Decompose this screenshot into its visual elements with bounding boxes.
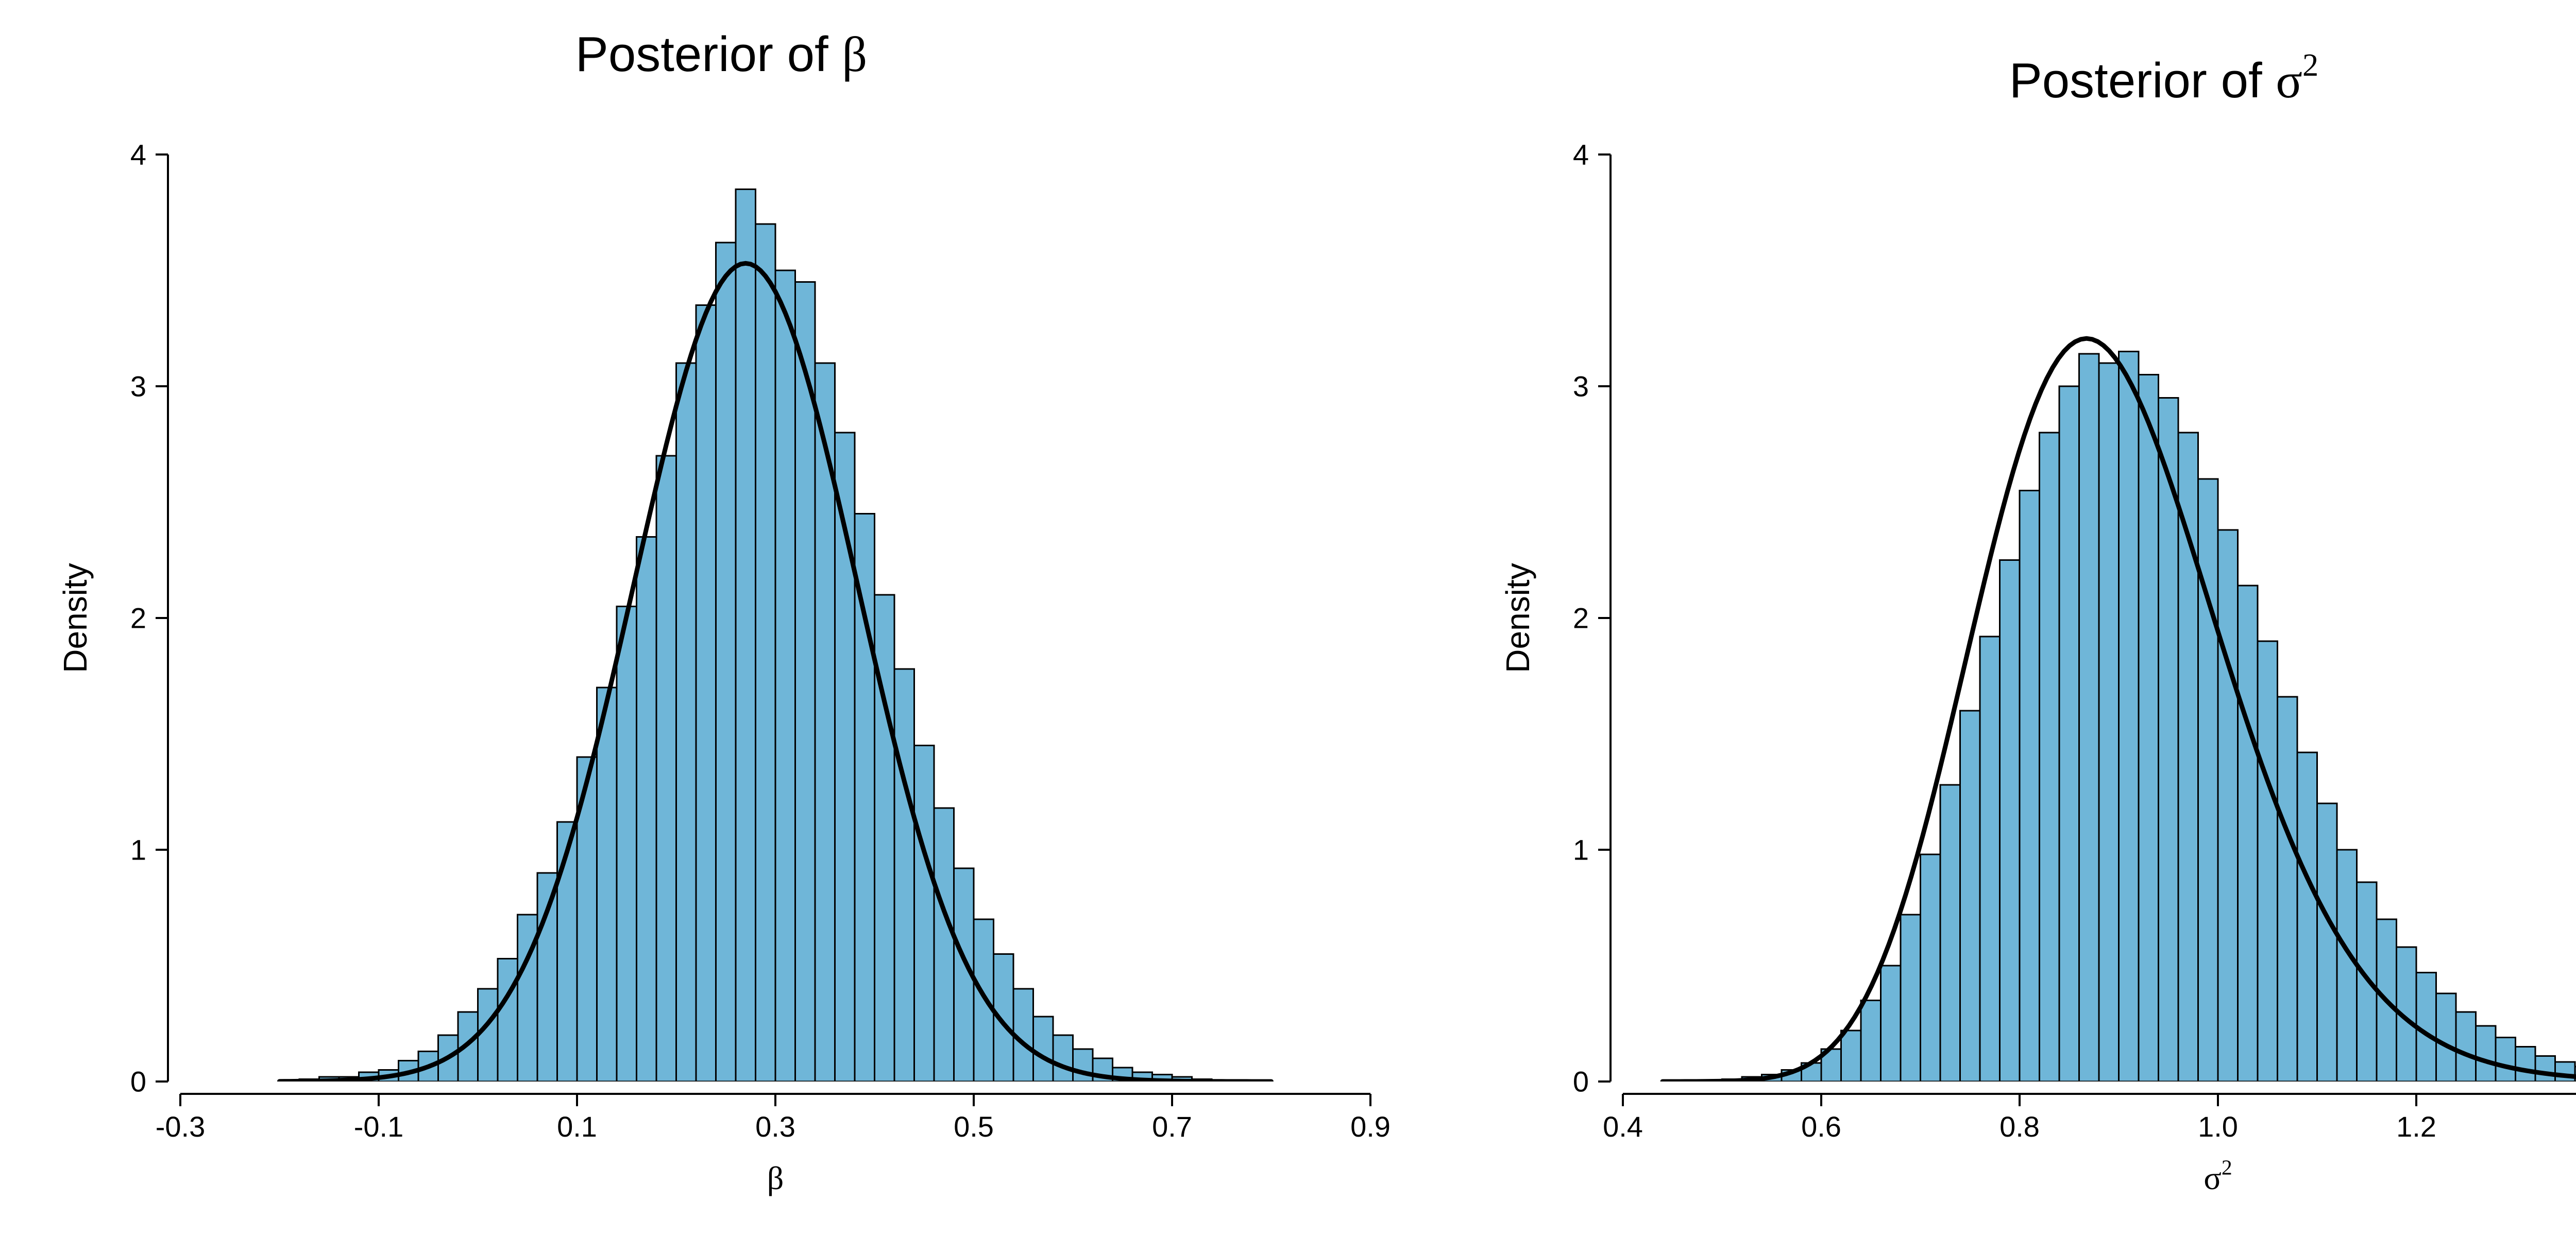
- panel-posterior-sigma2: Posterior of σ2 0.40.60.81.01.21.41.6012…: [1443, 0, 2576, 1236]
- histogram-bar: [2139, 375, 2159, 1082]
- y-axis-tick-label: 1: [130, 834, 146, 866]
- histogram-bar: [1033, 1017, 1054, 1082]
- histogram-bar: [2079, 354, 2099, 1082]
- histogram-bar: [2218, 530, 2238, 1082]
- y-axis-tick-label: 3: [1573, 370, 1589, 403]
- histogram-bar: [2099, 363, 2119, 1082]
- histogram-bar: [2476, 1026, 2496, 1082]
- x-axis-tick-label: 0.5: [954, 1110, 994, 1143]
- histogram-bar: [2456, 1012, 2476, 1082]
- histogram-bar: [775, 270, 795, 1082]
- histogram-bar: [2238, 586, 2258, 1082]
- histogram-bar: [1960, 711, 1980, 1082]
- histogram-bar: [1073, 1049, 1093, 1082]
- y-axis-tick-label: 3: [130, 370, 146, 403]
- histogram-bar: [1940, 785, 1960, 1082]
- title-symbol: σ: [2276, 53, 2302, 108]
- histogram-bar: [914, 746, 935, 1082]
- histogram-bar: [1841, 1031, 1861, 1082]
- histogram-bar: [1861, 1001, 1881, 1082]
- y-axis-tick-label: 4: [130, 139, 146, 171]
- histogram-bar: [2258, 641, 2278, 1082]
- plot-title-beta: Posterior of β: [0, 26, 1443, 83]
- histogram-bar: [2020, 491, 2040, 1082]
- histogram-bar: [716, 243, 736, 1082]
- histogram-bar: [1053, 1035, 1073, 1082]
- histogram-bars: [1722, 352, 2576, 1082]
- x-axis-label: β: [767, 1160, 784, 1196]
- x-axis-tick-label: -0.1: [354, 1110, 404, 1143]
- x-axis-tick-label: 0.7: [1152, 1110, 1192, 1143]
- histogram-bar: [656, 456, 676, 1082]
- y-axis-tick-label: 2: [130, 602, 146, 634]
- y-axis-tick-label: 0: [130, 1066, 146, 1098]
- histogram-bar: [2516, 1047, 2536, 1082]
- histogram-bar: [597, 688, 617, 1082]
- histogram-bar: [894, 669, 914, 1082]
- histogram-bars: [299, 190, 1212, 1082]
- title-superscript: 2: [2302, 47, 2318, 83]
- histogram-bar: [736, 190, 756, 1082]
- x-axis-tick-label: 1.0: [2198, 1110, 2238, 1143]
- x-axis-tick-label: 0.6: [1801, 1110, 1841, 1143]
- histogram-bar: [557, 822, 578, 1082]
- plot-svg-beta: -0.3 -0.1 0.1 0.3 0.5 0.7 0.9 0 1 2 3 4 β Density: [0, 0, 1443, 1236]
- histogram-bar: [934, 808, 954, 1082]
- x-axis-tick-label: 0.1: [557, 1110, 597, 1143]
- histogram-bar: [478, 989, 498, 1082]
- histogram-bar: [637, 537, 657, 1082]
- x-axis-tick-label: 0.3: [755, 1110, 795, 1143]
- title-text: Posterior of: [2009, 53, 2276, 108]
- histogram-bar: [2496, 1038, 2516, 1082]
- histogram-bar: [2000, 560, 2020, 1082]
- histogram-bar: [498, 959, 518, 1082]
- figure: Posterior of β -0.3 -0.1 0.1 0.3 0.5 0.7 0.9 0 1…: [0, 0, 2576, 1236]
- plot-svg-sigma2: 0.40.60.81.01.21.41.601234σ2Density: [1443, 0, 2576, 1236]
- histogram-bar: [2535, 1056, 2555, 1082]
- title-text: Posterior of: [575, 27, 842, 82]
- y-axis-label: Density: [57, 563, 94, 673]
- histogram-bar: [855, 514, 875, 1082]
- histogram-bar: [2119, 352, 2139, 1082]
- y-axis-tick-label: 1: [1573, 834, 1589, 866]
- histogram-bar: [1901, 915, 1921, 1082]
- histogram-bar: [2278, 697, 2298, 1082]
- histogram-bar: [2317, 803, 2337, 1082]
- histogram-bar: [2297, 752, 2317, 1082]
- histogram-bar: [617, 607, 637, 1082]
- y-axis-tick-label: 0: [1573, 1066, 1589, 1098]
- histogram-bar: [2357, 882, 2377, 1082]
- histogram-bar: [1881, 966, 1901, 1082]
- histogram-bar: [2198, 479, 2218, 1082]
- histogram-bar: [696, 305, 716, 1082]
- x-axis-tick-label: 0.4: [1603, 1110, 1643, 1143]
- histogram-bar: [756, 224, 776, 1082]
- histogram-bar: [2436, 993, 2456, 1082]
- histogram-bar: [1980, 637, 2000, 1082]
- x-axis-label: σ2: [2204, 1155, 2232, 1196]
- y-axis-tick-label: 2: [1573, 602, 1589, 634]
- x-axis-tick-label: 0.8: [1999, 1110, 2040, 1143]
- histogram-bar: [676, 363, 697, 1082]
- histogram-bar: [2337, 850, 2357, 1082]
- histogram-bar: [2059, 386, 2079, 1082]
- panel-posterior-beta: Posterior of β -0.3 -0.1 0.1 0.3 0.5 0.7 0.9 0 1…: [0, 0, 1443, 1236]
- x-axis-tick-label: -0.3: [156, 1110, 206, 1143]
- title-symbol: β: [842, 27, 867, 82]
- y-axis-label: Density: [1499, 563, 1536, 673]
- histogram-bar: [1921, 854, 1941, 1082]
- y-axis-tick-label: 4: [1573, 139, 1589, 171]
- plot-title-sigma2: Posterior of σ2: [1443, 52, 2576, 109]
- x-axis-tick-label: 1.2: [2396, 1110, 2436, 1143]
- histogram-bar: [974, 919, 994, 1082]
- histogram-bar: [2040, 433, 2060, 1082]
- x-axis-tick-label: 0.9: [1350, 1110, 1391, 1143]
